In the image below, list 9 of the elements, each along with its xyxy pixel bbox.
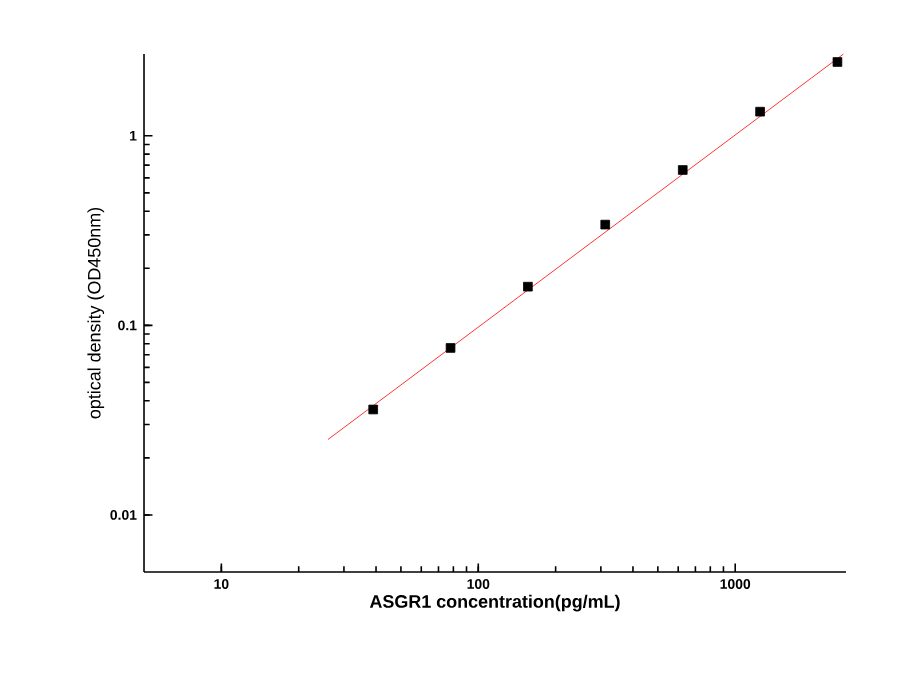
point bbox=[677, 165, 688, 175]
y-axis-title: optical density (OD450nm) bbox=[87, 207, 105, 419]
point bbox=[368, 404, 378, 415]
x-axis-title: ASGR1 concentration(pg/mL) bbox=[369, 594, 620, 612]
point bbox=[755, 106, 765, 117]
point bbox=[600, 219, 611, 230]
point bbox=[832, 57, 843, 67]
point bbox=[445, 343, 456, 353]
point bbox=[523, 281, 533, 292]
